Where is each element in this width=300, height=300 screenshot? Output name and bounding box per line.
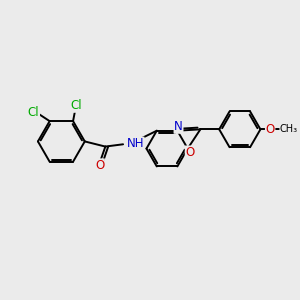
Text: O: O (95, 159, 104, 172)
Text: Cl: Cl (28, 106, 39, 119)
Text: N: N (174, 120, 183, 133)
Text: Cl: Cl (70, 99, 82, 112)
Text: O: O (266, 123, 275, 136)
Text: NH: NH (127, 137, 144, 150)
Text: O: O (185, 146, 195, 159)
Text: CH₃: CH₃ (280, 124, 298, 134)
